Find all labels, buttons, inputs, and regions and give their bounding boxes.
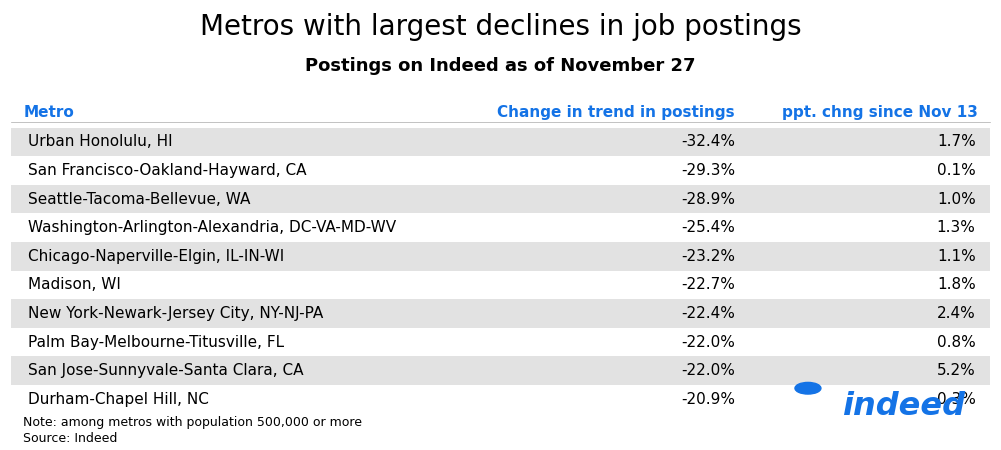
FancyBboxPatch shape: [11, 156, 990, 185]
Text: Durham-Chapel Hill, NC: Durham-Chapel Hill, NC: [28, 392, 209, 407]
FancyBboxPatch shape: [11, 213, 990, 242]
Text: -22.7%: -22.7%: [682, 278, 735, 292]
Text: -28.9%: -28.9%: [681, 192, 735, 207]
Text: Source: Indeed: Source: Indeed: [23, 432, 118, 445]
Text: 5.2%: 5.2%: [937, 363, 976, 378]
FancyBboxPatch shape: [11, 356, 990, 385]
Text: -22.4%: -22.4%: [682, 306, 735, 321]
Circle shape: [795, 382, 821, 394]
Text: Metro: Metro: [23, 105, 74, 120]
Text: -23.2%: -23.2%: [681, 249, 735, 264]
Text: indeed: indeed: [842, 391, 965, 422]
Text: Chicago-Naperville-Elgin, IL-IN-WI: Chicago-Naperville-Elgin, IL-IN-WI: [28, 249, 284, 264]
Text: 0.3%: 0.3%: [937, 392, 976, 407]
FancyBboxPatch shape: [11, 328, 990, 356]
Text: -20.9%: -20.9%: [681, 392, 735, 407]
Text: 0.1%: 0.1%: [937, 163, 976, 178]
FancyBboxPatch shape: [11, 299, 990, 328]
Text: Washington-Arlington-Alexandria, DC-VA-MD-WV: Washington-Arlington-Alexandria, DC-VA-M…: [28, 220, 396, 235]
Text: San Francisco-Oakland-Hayward, CA: San Francisco-Oakland-Hayward, CA: [28, 163, 307, 178]
Text: -25.4%: -25.4%: [682, 220, 735, 235]
Text: 1.8%: 1.8%: [937, 278, 976, 292]
Text: -22.0%: -22.0%: [682, 363, 735, 378]
Text: Change in trend in postings: Change in trend in postings: [497, 105, 735, 120]
Text: Palm Bay-Melbourne-Titusville, FL: Palm Bay-Melbourne-Titusville, FL: [28, 335, 284, 350]
Text: Postings on Indeed as of November 27: Postings on Indeed as of November 27: [305, 57, 696, 75]
Text: Seattle-Tacoma-Bellevue, WA: Seattle-Tacoma-Bellevue, WA: [28, 192, 250, 207]
Text: 2.4%: 2.4%: [937, 306, 976, 321]
FancyBboxPatch shape: [11, 242, 990, 270]
Text: San Jose-Sunnyvale-Santa Clara, CA: San Jose-Sunnyvale-Santa Clara, CA: [28, 363, 304, 378]
Text: 0.8%: 0.8%: [937, 335, 976, 350]
FancyBboxPatch shape: [11, 270, 990, 299]
Text: 1.0%: 1.0%: [937, 192, 976, 207]
Text: ppt. chng since Nov 13: ppt. chng since Nov 13: [782, 105, 978, 120]
FancyBboxPatch shape: [11, 127, 990, 156]
Text: Note: among metros with population 500,000 or more: Note: among metros with population 500,0…: [23, 416, 362, 429]
Text: 1.1%: 1.1%: [937, 249, 976, 264]
Text: Madison, WI: Madison, WI: [28, 278, 121, 292]
Text: Metros with largest declines in job postings: Metros with largest declines in job post…: [199, 13, 802, 40]
FancyBboxPatch shape: [11, 185, 990, 213]
Text: 1.7%: 1.7%: [937, 134, 976, 149]
Text: 1.3%: 1.3%: [937, 220, 976, 235]
Text: -32.4%: -32.4%: [681, 134, 735, 149]
Text: -29.3%: -29.3%: [681, 163, 735, 178]
Text: Urban Honolulu, HI: Urban Honolulu, HI: [28, 134, 173, 149]
Text: New York-Newark-Jersey City, NY-NJ-PA: New York-Newark-Jersey City, NY-NJ-PA: [28, 306, 323, 321]
Text: -22.0%: -22.0%: [682, 335, 735, 350]
FancyBboxPatch shape: [11, 385, 990, 414]
